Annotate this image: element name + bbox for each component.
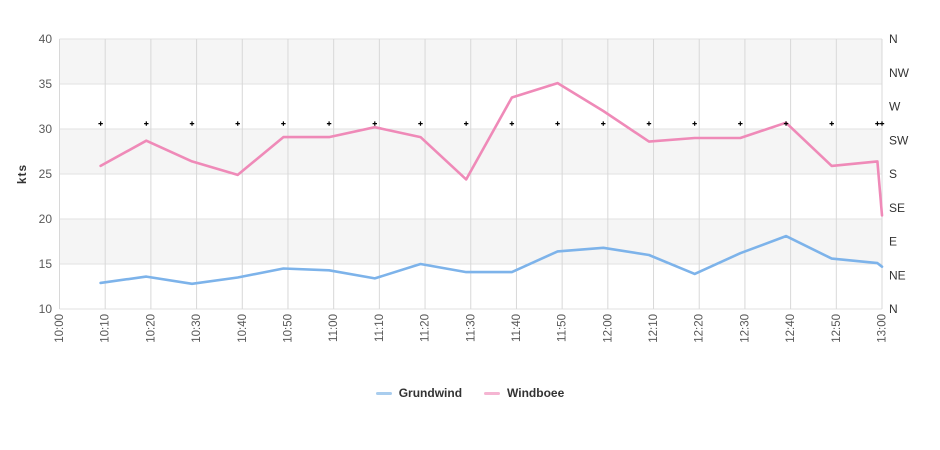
wind-direction-marker	[875, 121, 880, 126]
x-axis-tick-label: 12:00	[602, 314, 614, 343]
direction-axis-label: E	[889, 235, 897, 249]
grundwind-line	[99, 234, 884, 286]
windboee-line-icon	[484, 391, 501, 395]
y-axis-tick-label: 10	[39, 302, 53, 316]
wind-direction-marker	[372, 121, 377, 126]
direction-axis-label: N	[889, 32, 898, 46]
wind-direction-marker	[879, 121, 885, 126]
wind-direction-marker	[281, 121, 286, 126]
x-axis-tick-label: 11:10	[374, 314, 386, 342]
direction-axis-label: S	[889, 167, 897, 181]
wind-direction-marker	[418, 121, 423, 126]
wind-direction-marker	[463, 121, 469, 126]
x-axis-tick-label: 10:10	[100, 314, 112, 343]
x-axis-tick-label: 12:30	[739, 314, 751, 343]
direction-axis-label: NW	[889, 66, 910, 80]
x-axis-tick-label: 10:30	[191, 314, 203, 343]
y-axis-title: kts	[15, 164, 29, 184]
x-axis-tick-label: 12:10	[648, 314, 660, 343]
direction-axis-label: SE	[889, 201, 905, 215]
wind-direction-marker	[509, 121, 515, 126]
x-axis-tick-label: 11:20	[420, 314, 432, 342]
y-axis-tick-label: 30	[39, 122, 53, 136]
wind-direction-marker	[738, 121, 743, 126]
grundwind-line-icon	[375, 391, 392, 395]
x-axis-tick-label: 11:30	[465, 314, 477, 342]
direction-axis-label: W	[889, 100, 901, 114]
y-axis-tick-label: 20	[39, 212, 53, 226]
x-axis-tick-label: 12:40	[785, 314, 797, 343]
wind-direction-marker	[783, 121, 789, 126]
x-axis-tick-label: 10:00	[54, 314, 66, 343]
x-axis-tick-label: 10:50	[282, 314, 294, 343]
wind-direction-marker	[646, 121, 652, 126]
x-axis-tick-label: 12:20	[694, 314, 706, 343]
x-axis-tick-label: 11:40	[511, 314, 523, 342]
y-axis-tick-label: 15	[39, 257, 53, 271]
direction-axis-label: NE	[889, 268, 906, 282]
wind-direction-marker	[601, 121, 606, 126]
x-axis-tick-label: 12:50	[831, 314, 843, 343]
x-axis-tick-label: 11:00	[328, 314, 340, 342]
wind-direction-marker	[555, 121, 560, 126]
legend-item-windboee[interactable]: Windboee	[484, 386, 564, 400]
wind-direction-marker	[692, 121, 697, 126]
wind-direction-marker	[189, 121, 195, 126]
wind-direction-marker	[144, 121, 149, 126]
x-axis-tick-label: 11:50	[557, 314, 569, 342]
wind-direction-marker	[98, 121, 103, 126]
chart-legend: Grundwind Windboee	[0, 383, 940, 403]
y-axis-tick-label: 35	[39, 77, 53, 91]
wind-direction-marker	[829, 121, 834, 126]
wind-direction-marker	[235, 121, 240, 126]
x-axis-tick-label: 13:00	[877, 314, 889, 343]
direction-axis-label: SW	[889, 133, 909, 147]
wind-direction-marker	[326, 121, 332, 126]
y-axis-tick-label: 40	[39, 32, 53, 46]
direction-axis-label: N	[889, 302, 898, 316]
x-axis-tick-label: 10:40	[237, 314, 249, 343]
legend-label-grundwind: Grundwind	[398, 386, 463, 400]
legend-item-grundwind[interactable]: Grundwind	[375, 386, 463, 400]
y-axis-tick-label: 25	[39, 167, 53, 181]
legend-label-windboee: Windboee	[507, 386, 565, 400]
x-axis-tick-label: 10:20	[145, 314, 157, 343]
